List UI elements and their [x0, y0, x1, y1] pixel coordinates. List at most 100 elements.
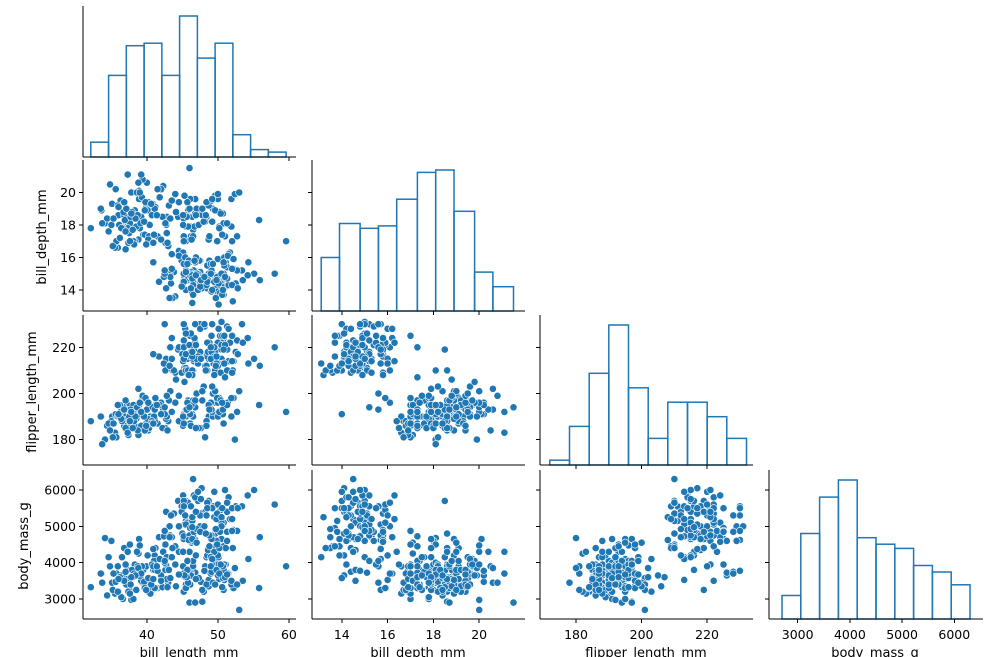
scatter-point-bill-length-mm-vs-body-mass-g: [255, 533, 264, 542]
y-tick-label-bill-depth-mm: 18: [60, 217, 76, 232]
scatter-point-bill-length-mm-vs-bill-depth-mm: [167, 196, 176, 205]
scatter-point-bill-depth-mm-vs-body-mass-g: [379, 537, 387, 546]
scatter-point-bill-length-mm-vs-flipper-length-mm: [166, 343, 175, 352]
scatter-point-bill-length-mm-vs-flipper-length-mm: [120, 405, 129, 414]
scatter-point-bill-depth-mm-vs-flipper-length-mm: [399, 433, 408, 442]
scatter-point-bill-length-mm-vs-bill-depth-mm: [186, 284, 195, 293]
scatter-point-bill-depth-mm-vs-body-mass-g: [395, 560, 403, 569]
scatter-point-bill-length-mm-vs-body-mass-g: [157, 576, 165, 585]
scatter-point-bill-depth-mm-vs-body-mass-g: [427, 535, 435, 543]
scatter-point-bill-length-mm-vs-body-mass-g: [213, 540, 222, 549]
scatter-point-bill-depth-mm-vs-flipper-length-mm: [317, 359, 326, 368]
scatter-point-flipper-length-mm-vs-body-mass-g: [736, 527, 744, 535]
scatter-point-bill-length-mm-vs-body-mass-g: [133, 547, 141, 556]
x-tick-label-body-mass-g: 6000: [938, 627, 970, 642]
scatter-point-flipper-length-mm-vs-body-mass-g: [729, 511, 738, 520]
scatter-point-bill-length-mm-vs-body-mass-g: [198, 597, 207, 606]
scatter-point-flipper-length-mm-vs-body-mass-g: [654, 571, 662, 580]
scatter-point-bill-depth-mm-vs-flipper-length-mm: [337, 359, 346, 368]
scatter-point-flipper-length-mm-vs-body-mass-g: [696, 535, 705, 543]
scatter-point-bill-length-mm-vs-bill-depth-mm: [211, 294, 220, 302]
y-axis-label-flipper-length: flipper_length_mm: [25, 331, 40, 452]
scatter-point-bill-depth-mm-vs-body-mass-g: [385, 569, 394, 578]
scatter-point-flipper-length-mm-vs-body-mass-g: [647, 555, 656, 563]
scatter-point-bill-length-mm-vs-body-mass-g: [282, 562, 290, 571]
scatter-point-flipper-length-mm-vs-body-mass-g: [706, 507, 715, 516]
scatter-point-bill-length-mm-vs-flipper-length-mm: [172, 375, 180, 384]
scatter-point-bill-depth-mm-vs-body-mass-g: [383, 551, 392, 560]
scatter-point-bill-length-mm-vs-bill-depth-mm: [107, 220, 116, 229]
scatter-point-bill-length-mm-vs-flipper-length-mm: [282, 407, 290, 416]
scatter-point-bill-length-mm-vs-body-mass-g: [233, 580, 241, 589]
axis-labels: bill_length_mm bill_depth_mm flipper_len…: [17, 189, 919, 657]
scatter-point-bill-length-mm-vs-body-mass-g: [166, 574, 175, 582]
scatter-point-bill-length-mm-vs-bill-depth-mm: [127, 209, 136, 218]
scatter-point-bill-length-mm-vs-flipper-length-mm: [180, 377, 189, 386]
scatter-point-bill-length-mm-vs-bill-depth-mm: [238, 276, 247, 285]
scatter-point-flipper-length-mm-vs-body-mass-g: [670, 498, 679, 507]
scatter-point-bill-depth-mm-vs-flipper-length-mm: [383, 359, 392, 368]
scatter-point-bill-depth-mm-vs-body-mass-g: [326, 525, 335, 533]
scatter-point-bill-depth-mm-vs-body-mass-g: [445, 598, 454, 607]
scatter-point-bill-depth-mm-vs-flipper-length-mm: [374, 405, 383, 414]
scatter-point-bill-depth-mm-vs-flipper-length-mm: [381, 394, 390, 402]
scatter-point-bill-depth-mm-vs-flipper-length-mm: [351, 338, 360, 347]
scatter-point-bill-length-mm-vs-flipper-length-mm: [255, 361, 264, 370]
scatter-point-bill-length-mm-vs-flipper-length-mm: [224, 324, 233, 333]
scatter-point-flipper-length-mm-vs-body-mass-g: [693, 484, 702, 493]
scatter-point-bill-depth-mm-vs-flipper-length-mm: [363, 329, 371, 338]
scatter-point-bill-depth-mm-vs-body-mass-g: [406, 562, 415, 571]
scatter-point-bill-length-mm-vs-flipper-length-mm: [201, 433, 209, 442]
scatter-point-bill-depth-mm-vs-body-mass-g: [404, 583, 413, 592]
axes-frames: 14 16 18 20 180 200 220 40 50 60 3000 4000 5000 6000 1…: [44, 6, 983, 642]
scatter-point-bill-depth-mm-vs-body-mass-g: [388, 533, 397, 542]
scatter-point-bill-length-mm-vs-bill-depth-mm: [198, 204, 207, 213]
scatter-point-bill-length-mm-vs-flipper-length-mm: [250, 354, 258, 363]
scatter-point-bill-length-mm-vs-body-mass-g: [208, 555, 217, 563]
scatter-point-flipper-length-mm-vs-body-mass-g: [699, 507, 708, 516]
scatter-point-bill-length-mm-vs-flipper-length-mm: [106, 426, 114, 435]
scatter-point-bill-depth-mm-vs-body-mass-g: [413, 562, 422, 571]
x-tick-label-body-mass-g: 5000: [886, 627, 918, 642]
scatter-point-bill-length-mm-vs-bill-depth-mm: [191, 271, 200, 280]
scatter-point-bill-depth-mm-vs-body-mass-g: [454, 557, 463, 565]
scatter-point-bill-length-mm-vs-flipper-length-mm: [162, 391, 171, 400]
scatter-point-bill-length-mm-vs-body-mass-g: [135, 541, 144, 550]
scatter-point-bill-depth-mm-vs-flipper-length-mm: [500, 428, 509, 437]
scatter-point-bill-depth-mm-vs-flipper-length-mm: [493, 391, 502, 400]
scatter-point-bill-depth-mm-vs-body-mass-g: [326, 533, 335, 542]
y-tick-label-bill-depth-mm: 16: [60, 250, 76, 265]
scatter-point-flipper-length-mm-vs-body-mass-g: [572, 534, 580, 542]
scatter-point-bill-length-mm-vs-body-mass-g: [205, 542, 214, 551]
scatter-point-bill-length-mm-vs-bill-depth-mm: [213, 237, 222, 246]
scatter-point-bill-length-mm-vs-body-mass-g: [96, 569, 105, 578]
scatter-point-bill-depth-mm-vs-flipper-length-mm: [408, 401, 417, 409]
scatter-point-bill-depth-mm-vs-flipper-length-mm: [434, 407, 442, 416]
scatter-point-bill-length-mm-vs-flipper-length-mm: [134, 384, 143, 393]
scatter-point-bill-depth-mm-vs-flipper-length-mm: [379, 334, 387, 342]
scatter-point-bill-depth-mm-vs-body-mass-g: [424, 578, 433, 587]
scatter-point-bill-depth-mm-vs-body-mass-g: [488, 564, 497, 572]
scatter-point-bill-length-mm-vs-bill-depth-mm: [140, 206, 149, 215]
scatter-point-flipper-length-mm-vs-body-mass-g: [644, 573, 652, 582]
scatter-point-bill-depth-mm-vs-flipper-length-mm: [358, 341, 367, 349]
scatter-point-bill-length-mm-vs-body-mass-g: [109, 569, 118, 578]
scatter-point-bill-length-mm-vs-flipper-length-mm: [179, 320, 188, 329]
scatter-point-flipper-length-mm-vs-body-mass-g: [582, 547, 590, 556]
scatter-point-bill-length-mm-vs-body-mass-g: [118, 553, 126, 562]
scatter-point-bill-depth-mm-vs-body-mass-g: [452, 538, 461, 547]
scatter-point-bill-length-mm-vs-body-mass-g: [215, 569, 224, 578]
scatter-point-bill-depth-mm-vs-body-mass-g: [374, 578, 383, 587]
scatter-point-bill-length-mm-vs-body-mass-g: [217, 513, 226, 522]
scatter-point-bill-length-mm-vs-flipper-length-mm: [233, 350, 242, 359]
scatter-point-bill-length-mm-vs-flipper-length-mm: [128, 424, 137, 432]
scatter-point-bill-length-mm-vs-body-mass-g: [206, 562, 215, 571]
scatter-point-bill-depth-mm-vs-body-mass-g: [406, 527, 415, 535]
scatter-point-flipper-length-mm-vs-body-mass-g: [598, 537, 607, 545]
scatter-point-bill-depth-mm-vs-body-mass-g: [369, 537, 378, 545]
scatter-point-bill-depth-mm-vs-body-mass-g: [406, 540, 415, 549]
scatter-point-bill-depth-mm-vs-flipper-length-mm: [392, 417, 401, 426]
scatter-point-bill-depth-mm-vs-flipper-length-mm: [340, 350, 348, 359]
scatter-point-bill-length-mm-vs-bill-depth-mm: [121, 245, 130, 254]
